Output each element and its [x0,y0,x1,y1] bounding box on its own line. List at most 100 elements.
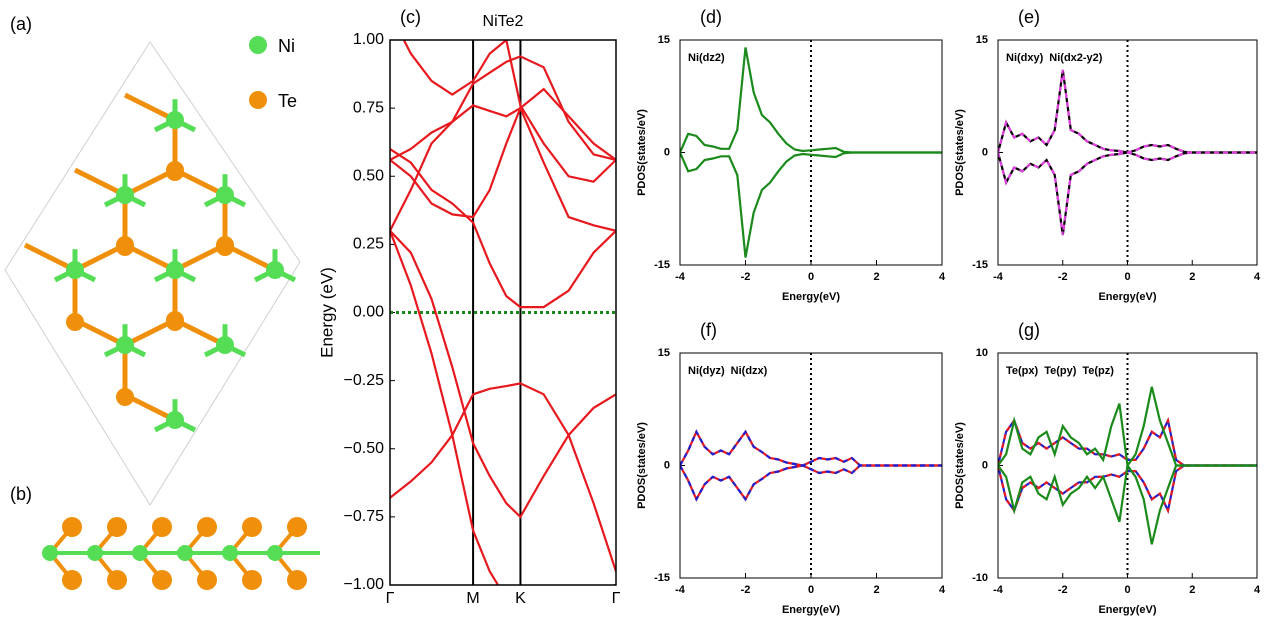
x-tick-label: -2 [741,271,751,283]
te-atom [216,236,234,254]
ni-atom [166,111,184,129]
te-atom [242,517,262,537]
ni-atom [116,186,134,204]
band [402,40,616,183]
panel-label: (f) [700,320,717,340]
x-tick-label: 2 [1189,271,1195,283]
x-tick-label: -4 [675,271,686,283]
te-atom [116,236,134,254]
ni-atom [216,336,234,354]
band [390,87,616,161]
y-tick-label: 15 [658,34,670,46]
y-tick-label: -15 [972,259,988,271]
y-tick-label: 0.75 [353,99,384,116]
x-tick-label: 4 [939,584,946,596]
te-atom [62,517,82,537]
x-tick-label: 4 [1254,271,1261,283]
te-atom [287,570,307,590]
y-axis-label: PDOS(states/eV) [954,422,966,509]
te-atom [242,570,262,590]
x-tick-label: -2 [1058,584,1068,596]
band [390,148,616,309]
x-tick-label: M [466,590,479,607]
ni-atom [177,545,193,561]
x-axis-label: Energy(eV) [1098,604,1156,616]
te-atom [62,570,82,590]
x-tick-label: Γ [612,590,621,607]
band [390,230,616,585]
te-atom [166,311,184,329]
bond [73,167,127,198]
y-tick-label: 15 [976,34,988,46]
plot-frame [389,39,617,586]
te-atom [107,517,127,537]
ni-atom [267,545,283,561]
x-tick-label: 2 [873,271,879,283]
x-tick-label: 0 [1124,271,1130,283]
y-tick-label: -10 [972,572,988,584]
x-tick-label: 0 [808,271,814,283]
ni-atom [266,261,284,279]
legend-label: Ni(dzx) [731,365,768,377]
x-axis-label: Energy(eV) [782,604,840,616]
y-tick-label: 0.25 [353,236,384,253]
side-view [42,517,320,590]
bond [123,92,177,123]
te-atom [287,517,307,537]
legend-label: Te [278,91,297,111]
y-tick-label: 1.00 [353,31,384,48]
y-tick-label: −0.50 [344,440,385,457]
ni-atom [42,545,58,561]
y-tick-label: 15 [658,347,670,359]
ni-atom [216,186,234,204]
legend-label: Te(pz) [1082,365,1114,377]
band [390,230,616,519]
legend-label: Ni(dyz) [688,365,725,377]
pdos-down [998,151,1257,236]
legend-label: Ni(dx2-y2) [1049,52,1103,64]
pdos-down [680,151,942,258]
te-atom [152,570,172,590]
crystal-structure [23,92,297,433]
ni-atom [87,545,103,561]
te-atom [66,313,84,331]
panel-label: (c) [400,7,421,27]
y-tick-label: 0 [982,459,988,471]
y-tick-label: 0.00 [353,304,384,321]
x-tick-label: 4 [939,271,946,283]
plot-frame [997,352,1258,579]
panel-label: (e) [1018,7,1040,27]
y-tick-label: -15 [654,259,670,271]
panel-label: (b) [10,484,32,504]
te-atom [116,388,134,406]
y-tick-label: 0.50 [353,167,384,184]
bond [23,242,77,273]
y-tick-label: 10 [976,347,988,359]
x-tick-label: -4 [993,584,1004,596]
legend-label: Te(py) [1044,365,1077,377]
plot-frame [997,39,1258,266]
y-tick-label: 0 [982,146,988,158]
legend-label: Ni(dxy) [1006,52,1044,64]
te-atom [107,570,127,590]
x-tick-label: 2 [873,584,879,596]
ni-atom [222,545,238,561]
legend-swatch [249,91,267,109]
te-atom [197,570,217,590]
x-tick-label: -4 [993,271,1004,283]
panel-label: (a) [10,14,32,34]
x-tick-label: 4 [1254,584,1261,596]
y-tick-label: 0 [664,459,670,471]
unit-cell [4,41,301,506]
legend-label: Ni(dz2) [688,52,725,64]
y-axis-label: Energy (eV) [317,267,336,358]
y-tick-label: −0.25 [344,372,385,389]
legend-label: Te(px) [1006,365,1039,377]
y-tick-label: −0.75 [344,508,385,525]
y-axis-label: PDOS(states/eV) [636,109,648,196]
ni-atom [116,336,134,354]
legend-label: Ni [278,36,295,56]
chart-title: NiTe2 [483,13,524,30]
band [390,382,616,572]
